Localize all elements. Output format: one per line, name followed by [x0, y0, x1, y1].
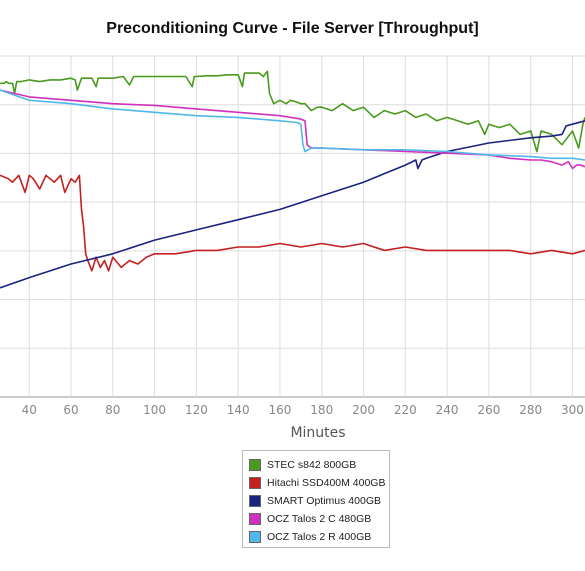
x-tick-label: 140: [227, 403, 250, 417]
legend-swatch: [249, 495, 261, 507]
x-tick-label: 40: [22, 403, 37, 417]
x-tick-label: 100: [143, 403, 166, 417]
legend-item: OCZ Talos 2 R 400GB: [249, 528, 389, 546]
x-tick-labels: 40 60 80 100 120 140 160 180 200 220 240 260 280 300: [22, 403, 584, 417]
x-tick-label: 120: [185, 403, 208, 417]
series-line-0: [0, 70, 585, 153]
x-tick-label: 180: [310, 403, 333, 417]
x-tick-label: 60: [63, 403, 78, 417]
legend-swatch: [249, 513, 261, 525]
series-line-4: [0, 89, 585, 161]
series-lines: [0, 70, 585, 289]
x-tick-label: 160: [269, 403, 292, 417]
legend-item: OCZ Talos 2 C 480GB: [249, 510, 389, 528]
chart-title: Preconditioning Curve - File Server [Thr…: [106, 20, 479, 37]
x-tick-label: 300: [561, 403, 584, 417]
legend-swatch: [249, 477, 261, 489]
series-line-1: [0, 174, 585, 272]
legend-swatch: [249, 459, 261, 471]
x-tick-label: 200: [352, 403, 375, 417]
legend-item: STEC s842 800GB: [249, 456, 389, 474]
x-axis-label: Minutes: [290, 425, 345, 441]
legend: STEC s842 800GB Hitachi SSD400M 400GB SMAR…: [242, 450, 390, 548]
legend-label: STEC s842 800GB: [267, 459, 357, 471]
legend-swatch: [249, 531, 261, 543]
series-line-2: [0, 120, 585, 289]
legend-label: Hitachi SSD400M 400GB: [267, 477, 386, 489]
x-tick-label: 240: [436, 403, 459, 417]
legend-item: Hitachi SSD400M 400GB: [249, 474, 389, 492]
x-tick-label: 220: [394, 403, 417, 417]
legend-item: SMART Optimus 400GB: [249, 492, 389, 510]
x-tick-label: 80: [105, 403, 120, 417]
legend-label: OCZ Talos 2 C 480GB: [267, 513, 372, 525]
grid-lines: [0, 55, 585, 398]
series-line-3: [0, 89, 585, 170]
legend-label: SMART Optimus 400GB: [267, 495, 381, 507]
x-tick-label: 260: [477, 403, 500, 417]
legend-label: OCZ Talos 2 R 400GB: [267, 531, 372, 543]
x-tick-label: 280: [519, 403, 542, 417]
